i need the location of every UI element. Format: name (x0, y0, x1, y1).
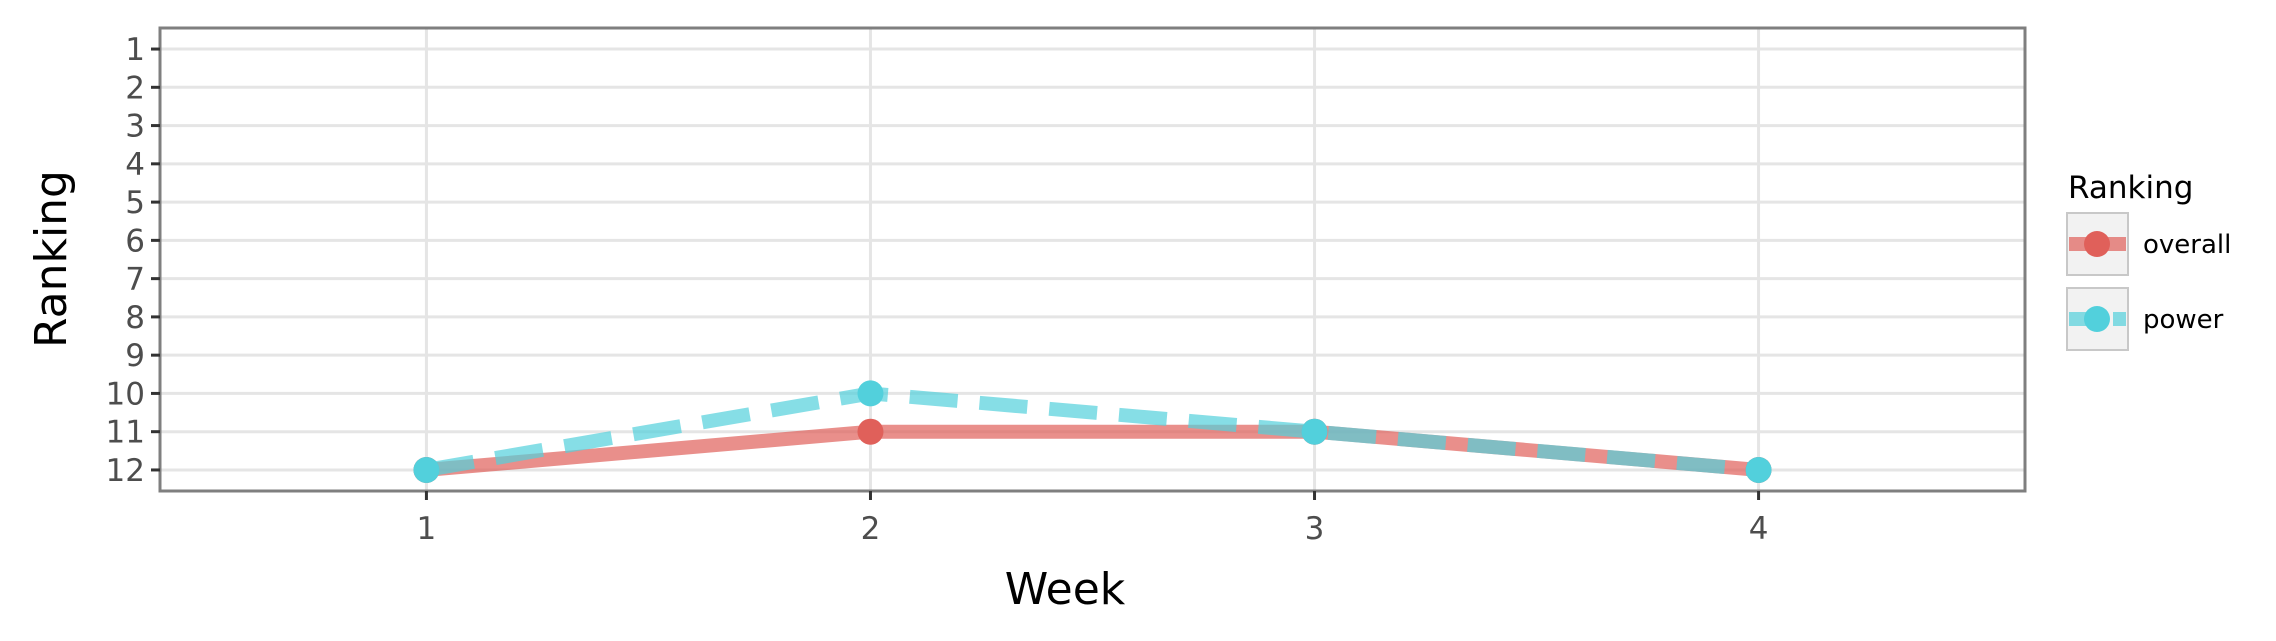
y-axis-title: Ranking (26, 170, 77, 348)
legend-label: power (2143, 305, 2224, 335)
x-tick-label: 3 (1305, 511, 1325, 547)
legend-title: Ranking (2068, 170, 2193, 206)
series-line-overall (425, 424, 1760, 477)
plot-border (158, 26, 2027, 493)
data-point-overall (857, 418, 884, 445)
y-tick-label: 11 (106, 415, 145, 451)
legend-key-point (2084, 231, 2110, 257)
series-layer (413, 380, 1772, 483)
y-tick-label: 5 (125, 185, 145, 221)
y-tick-label: 8 (125, 300, 145, 336)
x-axis: 1 2 3 4 (417, 491, 1769, 547)
y-tick-label: 12 (106, 453, 145, 489)
x-axis-title: Week (1005, 564, 1126, 615)
series-line-power (425, 386, 1760, 477)
y-tick-label: 4 (125, 147, 145, 183)
y-tick-label: 7 (125, 262, 145, 298)
data-point-power (413, 456, 440, 483)
legend-item-power: power (2066, 287, 2224, 351)
x-tick-label: 2 (861, 511, 881, 547)
x-tick-label: 1 (417, 511, 437, 547)
y-tick-label: 3 (125, 109, 145, 145)
legend-key-point (2084, 306, 2110, 332)
y-tick-label: 2 (125, 70, 145, 106)
y-tick-label: 10 (106, 376, 145, 412)
legend-item-overall: overall (2066, 212, 2231, 276)
plot-background (160, 28, 2025, 491)
legend: Ranking overall power (2066, 170, 2231, 351)
series-power (413, 380, 1772, 483)
y-tick-label: 6 (125, 223, 145, 259)
legend-label: overall (2143, 230, 2231, 260)
data-point-power (1745, 456, 1772, 483)
data-point-power (1301, 418, 1328, 445)
data-point-power (857, 380, 884, 407)
y-tick-label: 9 (125, 338, 145, 374)
x-tick-label: 4 (1749, 511, 1769, 547)
y-tick-label: 1 (125, 32, 145, 68)
